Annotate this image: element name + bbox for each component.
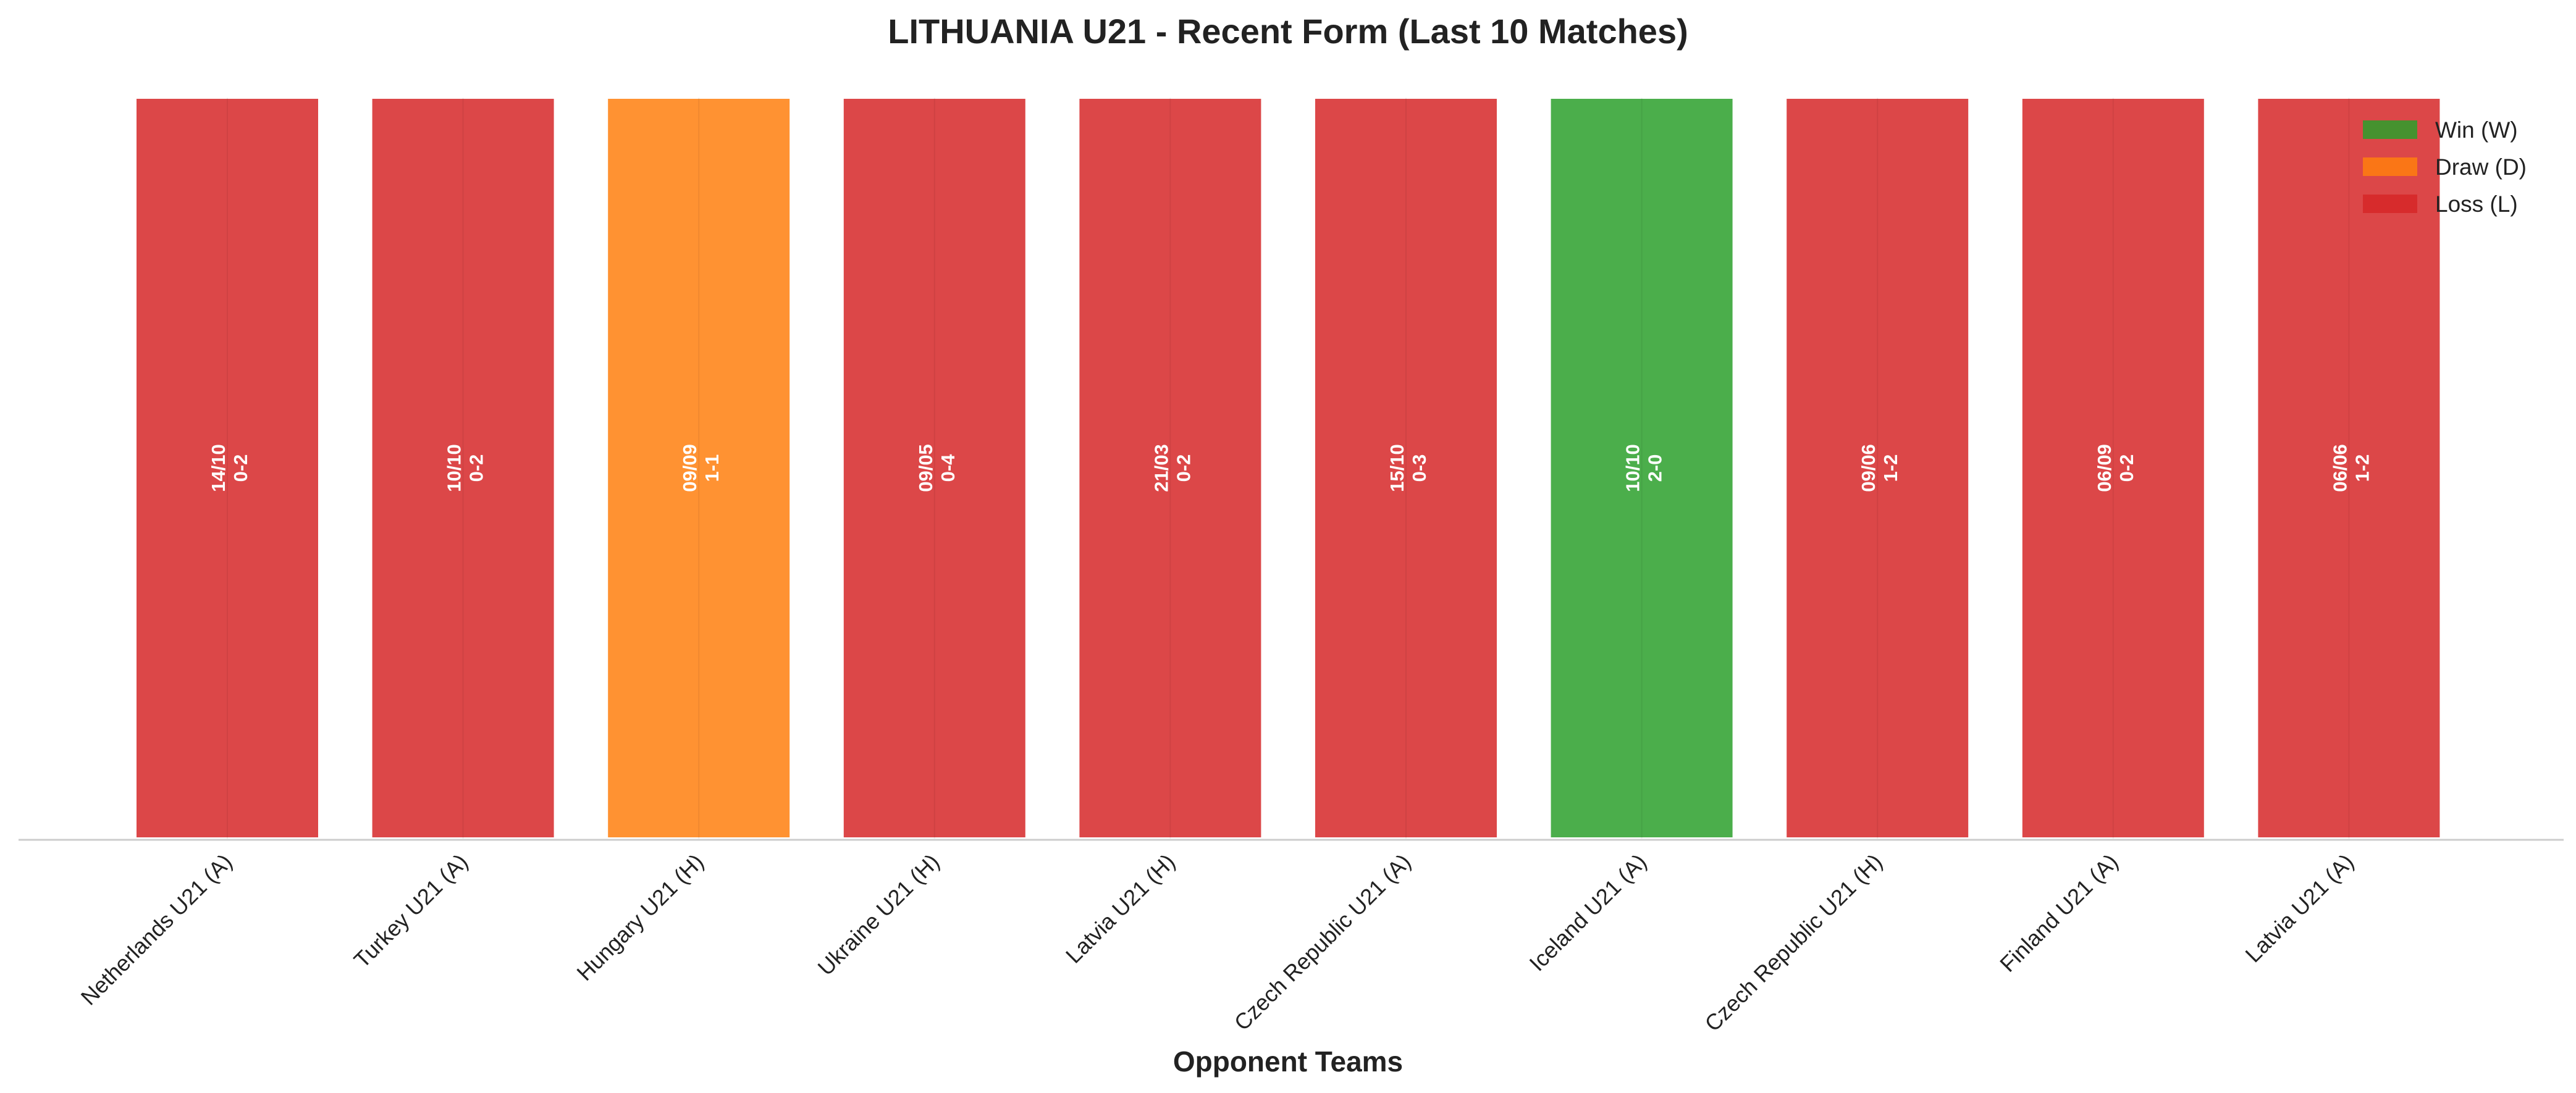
x-tick-label: Hungary U21 (H) — [571, 849, 708, 986]
x-tick-label: Finland U21 (A) — [1995, 849, 2123, 977]
x-tick-labels: Netherlands U21 (A) Turkey U21 (A) Hungary… — [76, 849, 2359, 1036]
bar-8 — [1784, 96, 1971, 840]
bar-label: 09/050-4 — [915, 444, 959, 492]
x-tick-label: Iceland U21 (A) — [1524, 849, 1651, 976]
bar-label: 10/102-0 — [1622, 444, 1666, 492]
bar-label: 10/100-2 — [444, 444, 487, 492]
chart-title: LITHUANIA U21 - Recent Form (Last 10 Mat… — [888, 12, 1688, 51]
x-tick-label: Netherlands U21 (A) — [76, 849, 237, 1010]
x-tick-label: Ukraine U21 (H) — [813, 849, 945, 981]
legend-label-d: Draw (D) — [2435, 154, 2527, 180]
bar-6 — [1313, 96, 1499, 840]
bars-group: 14/100-2 10/100-2 09/091-1 09/050-4 21/030-2… — [134, 96, 2443, 840]
x-axis-label: Opponent Teams — [1173, 1045, 1403, 1078]
bar-1 — [134, 96, 321, 840]
x-tick-label: Latvia U21 (A) — [2240, 849, 2359, 968]
bar-label: 09/061-2 — [1858, 444, 1901, 492]
bar-label: 15/100-3 — [1386, 444, 1430, 492]
bar-label: 06/061-2 — [2329, 444, 2373, 492]
bar-label: 09/091-1 — [679, 444, 723, 492]
legend-swatch-w — [2363, 120, 2417, 139]
bar-label: 06/090-2 — [2094, 444, 2137, 492]
legend-swatch-d — [2363, 157, 2417, 176]
bar-10 — [2255, 96, 2443, 840]
x-tick-label: Czech Republic U21 (A) — [1229, 849, 1416, 1036]
bar-4 — [841, 96, 1028, 840]
legend: Win (W) Draw (D) Loss (L) — [2363, 117, 2527, 217]
x-tick-label: Czech Republic U21 (H) — [1699, 849, 1887, 1036]
legend-swatch-l — [2363, 195, 2417, 213]
bar-label: 21/030-2 — [1150, 444, 1194, 492]
bar-7 — [1548, 96, 1735, 840]
bar-3 — [605, 96, 793, 840]
bar-9 — [2019, 96, 2207, 840]
bar-2 — [369, 96, 557, 840]
bar-5 — [1077, 96, 1264, 840]
bar-label: 14/100-2 — [208, 444, 251, 492]
x-tick-label: Turkey U21 (A) — [349, 849, 473, 973]
x-tick-label: Latvia U21 (H) — [1061, 849, 1180, 968]
legend-label-w: Win (W) — [2435, 117, 2518, 143]
legend-label-l: Loss (L) — [2435, 191, 2518, 217]
